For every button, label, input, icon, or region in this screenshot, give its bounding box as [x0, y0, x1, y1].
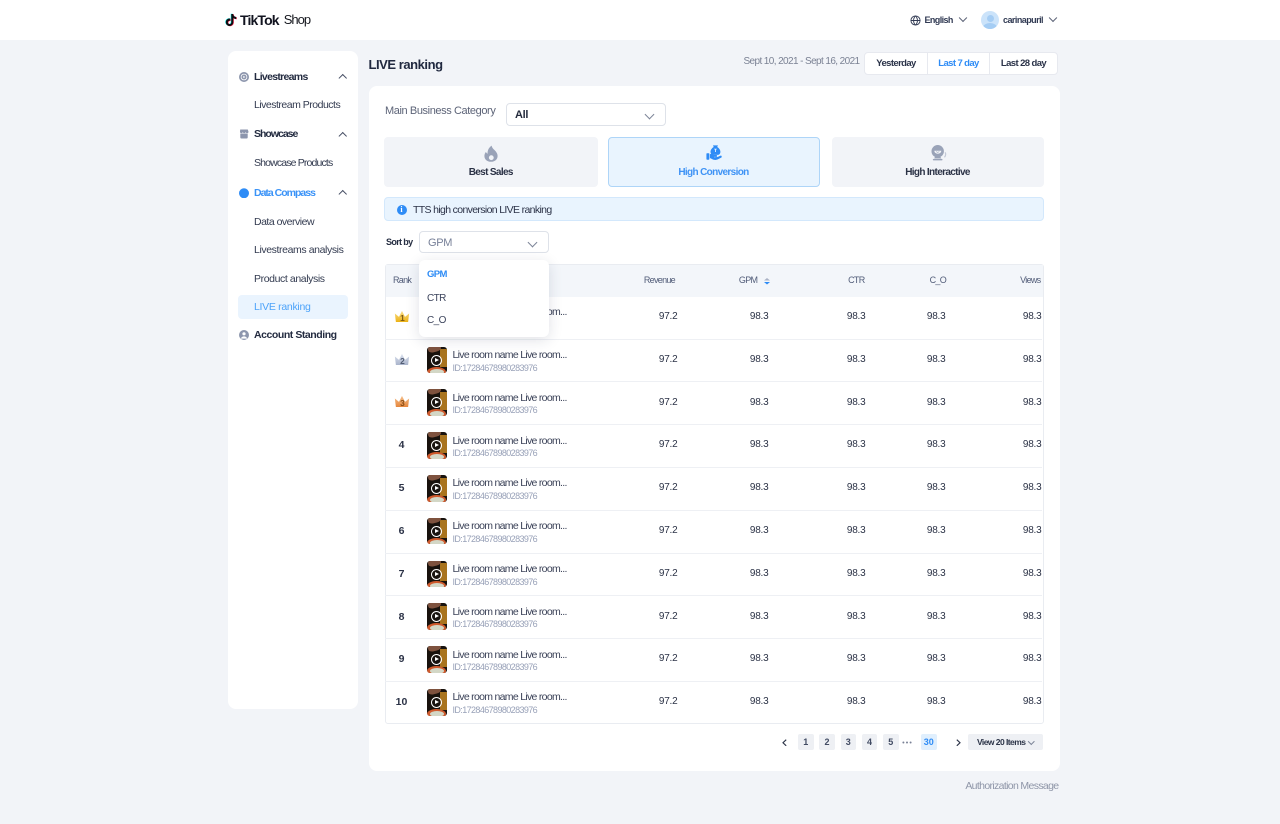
- svg-text:3: 3: [400, 399, 405, 408]
- svg-text:1: 1: [400, 314, 405, 323]
- svg-text:2: 2: [400, 357, 405, 366]
